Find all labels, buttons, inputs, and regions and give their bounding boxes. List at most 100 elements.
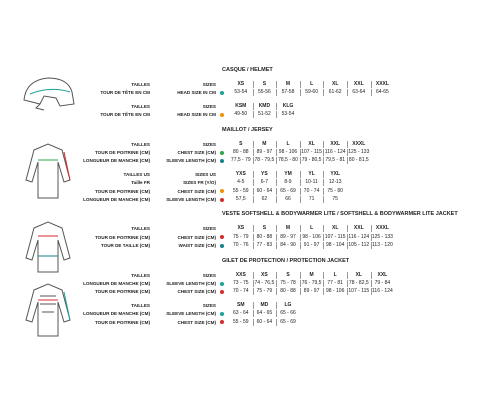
- row-key: HEAD SIZE IN CM: [177, 112, 216, 118]
- column-separator: [299, 196, 301, 203]
- size-value: 55-56: [257, 89, 271, 96]
- size-value: 53-54: [281, 111, 295, 118]
- column-separator: [347, 149, 348, 156]
- size-value: 53-54: [234, 89, 248, 96]
- column-separator: [252, 301, 254, 309]
- row-label: TAILLES US: [123, 171, 150, 177]
- column-separator: [276, 157, 278, 165]
- column-separator: [299, 140, 301, 148]
- illustrations: [23, 77, 75, 337]
- section-title: MAILLOT / JERSEY: [222, 126, 273, 133]
- size-value: 77 - 83: [256, 242, 273, 249]
- column-separator: [276, 242, 278, 250]
- row-label: TOUR DE POITRINE (CM): [94, 188, 150, 194]
- row-label: TOUR DE POITRINE (CM): [94, 289, 150, 295]
- column-separator: [299, 233, 301, 241]
- size-value: 107 - 115: [348, 288, 370, 295]
- column-separator: [370, 225, 372, 233]
- size-header: YM: [284, 170, 292, 177]
- section-title: VESTE SOFTSHELL & BODYWARMER LITE / SOFT…: [222, 211, 458, 218]
- size-header: M: [285, 81, 291, 87]
- column-separator: [252, 196, 254, 203]
- size-header: L: [310, 81, 314, 87]
- size-header: S: [262, 225, 267, 232]
- size-value: 10-11: [305, 179, 318, 186]
- row-key: SLEEVE LENGTH (CM): [166, 311, 216, 317]
- row-label: LONGUEUR DE MANCHE (CM): [83, 158, 150, 164]
- column-separator: [347, 225, 348, 233]
- row-label: TAILLES: [131, 82, 150, 87]
- row-key: CHEST SIZE (CM): [177, 319, 216, 325]
- size-header: XXL: [330, 140, 341, 147]
- row-label: Taille FR: [131, 180, 150, 186]
- size-value: 89 - 97: [303, 288, 320, 295]
- column-separator: [370, 288, 372, 296]
- column-separator: [323, 140, 325, 148]
- helmet-icon: [23, 77, 75, 111]
- size-value: 89 - 97: [256, 149, 273, 155]
- column-separator: [323, 280, 325, 287]
- size-value: 66: [285, 196, 291, 202]
- size-value: 78,5 - 80: [278, 157, 298, 164]
- size-header: YS: [261, 170, 268, 177]
- size-header: XL: [308, 140, 315, 147]
- column-separator: [252, 157, 254, 165]
- size-value: 79,5 - 81: [325, 157, 346, 164]
- size-value: 55 - 59: [233, 318, 249, 325]
- column-separator: [299, 225, 301, 233]
- size-value: 113 - 120: [372, 242, 393, 249]
- row-label: TOUR DE POITRINE (CM): [94, 319, 150, 325]
- column-separator: [252, 111, 254, 119]
- row-key: SIZES: [202, 103, 216, 109]
- size-header: XXS: [235, 271, 246, 278]
- size-value: 49-50: [234, 111, 248, 118]
- column-separator: [252, 149, 254, 156]
- column-separator: [347, 89, 348, 97]
- color-dot: [219, 112, 224, 117]
- column-separator: [370, 280, 372, 287]
- column-separator: [299, 179, 301, 187]
- size-value: 79 - 84: [374, 280, 391, 286]
- size-value: 78 - 82,5: [348, 280, 369, 286]
- color-dot: [219, 235, 224, 240]
- column-separator: [252, 310, 254, 318]
- column-separator: [299, 149, 301, 156]
- row-key: SLEEVE LENGTH (CM): [166, 158, 216, 164]
- protection-icon: [25, 283, 71, 337]
- size-value: 57,5: [235, 196, 246, 202]
- size-value: 116 - 124: [348, 233, 370, 240]
- row-label: TOUR DE TÊTE EN CM: [100, 90, 150, 96]
- row-key: SLEEVE LENGTH (CM): [166, 197, 216, 202]
- size-header: XXXL: [375, 225, 389, 232]
- size-header: KSM: [235, 102, 247, 109]
- column-separator: [323, 271, 325, 279]
- column-separator: [323, 157, 325, 165]
- size-value: 107 - 115: [324, 233, 346, 240]
- column-separator: [299, 280, 301, 287]
- color-dot: [219, 197, 224, 202]
- column-separator: [370, 81, 372, 88]
- size-header: YL: [308, 170, 315, 177]
- column-separator: [323, 81, 325, 88]
- row-key: HEAD SIZE IN CM: [177, 90, 216, 96]
- column-separator: [252, 318, 254, 326]
- size-header: M: [309, 271, 314, 278]
- size-header: L: [310, 225, 314, 232]
- size-value: 71: [308, 196, 315, 202]
- size-value: 65 - 66: [280, 310, 296, 317]
- size-value: 63-64: [352, 89, 366, 96]
- size-header: M: [285, 225, 291, 232]
- size-value: 62: [261, 196, 268, 202]
- column-separator: [347, 81, 348, 88]
- column-separator: [276, 271, 278, 279]
- column-separator: [323, 242, 325, 250]
- column-separator: [370, 233, 372, 241]
- size-value: 78 - 79,5: [254, 157, 275, 164]
- column-separator: [299, 288, 301, 296]
- column-separator: [323, 179, 325, 187]
- size-value: 51-52: [257, 111, 271, 118]
- size-header: S: [262, 81, 267, 87]
- column-separator: [252, 102, 254, 110]
- column-separator: [323, 233, 325, 241]
- column-separator: [276, 187, 278, 195]
